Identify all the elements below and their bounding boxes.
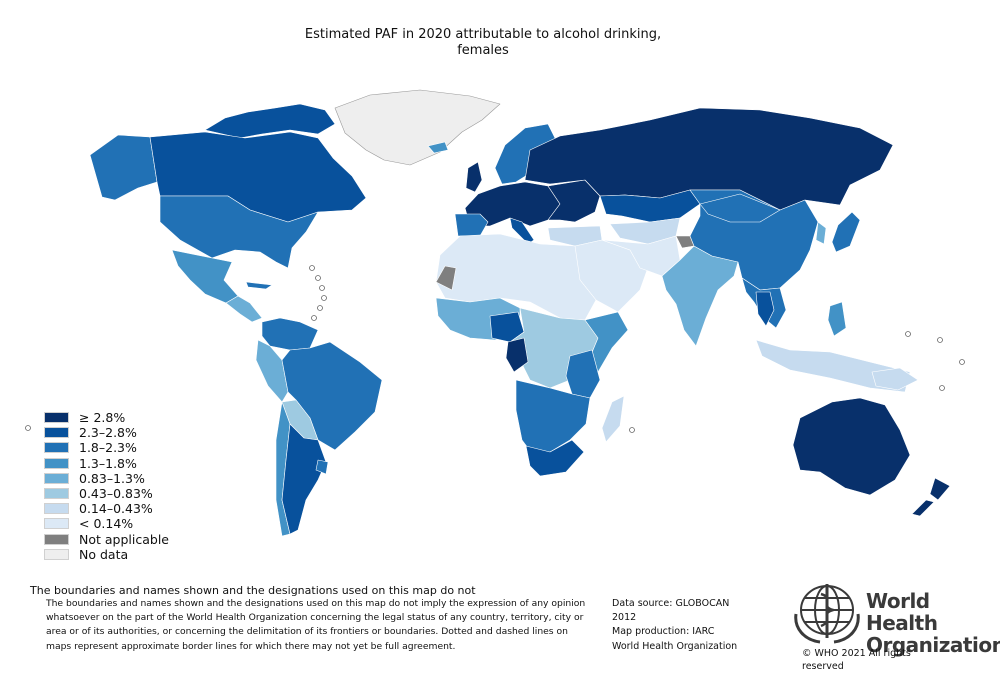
island-marker <box>25 425 31 431</box>
southern-africa <box>515 379 591 457</box>
korea <box>815 221 827 245</box>
legend-label: 1.8–2.3% <box>79 440 137 456</box>
legend-label: 0.43–0.83% <box>79 486 153 502</box>
source-line: World Health Organization <box>612 640 738 652</box>
east-africa <box>584 311 629 373</box>
legend: ≥ 2.8% 2.3–2.8% 1.8–2.3% 1.3–1.8% 0.83–1… <box>44 410 169 562</box>
legend-label: 2.3–2.8% <box>79 425 137 441</box>
mexico <box>171 249 239 304</box>
legend-swatch <box>44 442 69 454</box>
japan <box>831 211 861 253</box>
legend-item: Not applicable <box>44 532 169 547</box>
iceland <box>427 141 449 154</box>
legend-label: 1.3–1.8% <box>79 455 137 471</box>
island-marker <box>321 295 327 301</box>
legend-label: No data <box>79 546 129 562</box>
legend-item: 2.3–2.8% <box>44 425 169 440</box>
legend-item: ≥ 2.8% <box>44 410 169 425</box>
island-marker <box>905 331 911 337</box>
brazil <box>281 341 383 451</box>
world-map <box>25 89 965 537</box>
australia <box>792 397 911 496</box>
who-emblem-icon <box>794 584 860 644</box>
legend-label: 0.83–1.3% <box>79 470 145 486</box>
colombia-venezuela <box>261 317 319 351</box>
central-america <box>225 295 263 323</box>
legend-item: No data <box>44 547 169 562</box>
legend-swatch <box>44 427 69 439</box>
indonesia <box>755 339 911 393</box>
legend-swatch <box>44 457 69 469</box>
cuba <box>245 281 273 290</box>
papua-new-guinea <box>871 367 919 391</box>
island-marker <box>629 427 635 433</box>
peru <box>255 339 289 403</box>
cameroon-gabon <box>505 337 529 373</box>
island-marker <box>959 359 965 365</box>
disclaimer-text: The boundaries and names shown and the d… <box>46 598 586 652</box>
philippines <box>827 301 847 337</box>
legend-swatch <box>44 472 69 484</box>
legend-swatch <box>44 518 69 530</box>
legend-swatch <box>44 533 69 545</box>
island-marker <box>319 285 325 291</box>
legend-label: ≥ 2.8% <box>79 410 126 426</box>
legend-item: 0.83–1.3% <box>44 471 169 486</box>
new-zealand <box>929 477 951 501</box>
alaska <box>89 134 158 201</box>
western-sahara <box>435 265 457 291</box>
who-logo-text: World Health Organization <box>866 590 1000 656</box>
uk <box>465 161 483 193</box>
data-source: Data source: GLOBOCAN 2012 Map productio… <box>612 597 737 654</box>
thailand <box>755 291 775 327</box>
greenland <box>334 89 501 166</box>
island-marker <box>937 337 943 343</box>
legend-item: 0.43–0.83% <box>44 486 169 501</box>
canada-islands <box>204 103 336 139</box>
who-logo-line2: Organization <box>866 633 1000 657</box>
legend-swatch <box>44 503 69 515</box>
legend-label: Not applicable <box>79 531 169 547</box>
source-line: 2012 <box>612 612 637 624</box>
argentina <box>281 423 327 535</box>
legend-item: 1.8–2.3% <box>44 440 169 455</box>
south-africa <box>525 439 585 477</box>
legend-swatch <box>44 488 69 500</box>
island-marker <box>317 305 323 311</box>
island-marker <box>309 265 315 271</box>
kazakhstan <box>599 189 701 223</box>
island-marker <box>311 315 317 321</box>
mongolia <box>699 193 781 223</box>
who-logo-line1: World Health <box>866 589 938 635</box>
source-line: Data source: GLOBOCAN <box>612 598 730 609</box>
legend-swatch <box>44 548 69 560</box>
legend-item: 0.14–0.43% <box>44 501 169 516</box>
uruguay <box>315 459 329 475</box>
madagascar <box>601 395 625 443</box>
legend-item: < 0.14% <box>44 516 169 531</box>
copyright: © WHO 2021 All rights reserved <box>802 648 911 672</box>
legend-label: < 0.14% <box>79 516 134 532</box>
map-title-line1: Estimated PAF in 2020 attributable to al… <box>304 27 662 42</box>
map-title-line2: females <box>457 43 509 58</box>
island-marker <box>939 385 945 391</box>
island-marker <box>315 275 321 281</box>
disclaimer-heading: The boundaries and names shown and the d… <box>30 584 476 597</box>
map-title: Estimated PAF in 2020 attributable to al… <box>0 27 966 59</box>
new-zealand-south <box>911 499 935 517</box>
legend-swatch <box>44 412 69 424</box>
legend-label: 0.14–0.43% <box>79 501 153 517</box>
iberia <box>454 213 489 237</box>
legend-item: 1.3–1.8% <box>44 456 169 471</box>
source-line: Map production: IARC <box>612 626 715 638</box>
usa <box>159 195 319 269</box>
